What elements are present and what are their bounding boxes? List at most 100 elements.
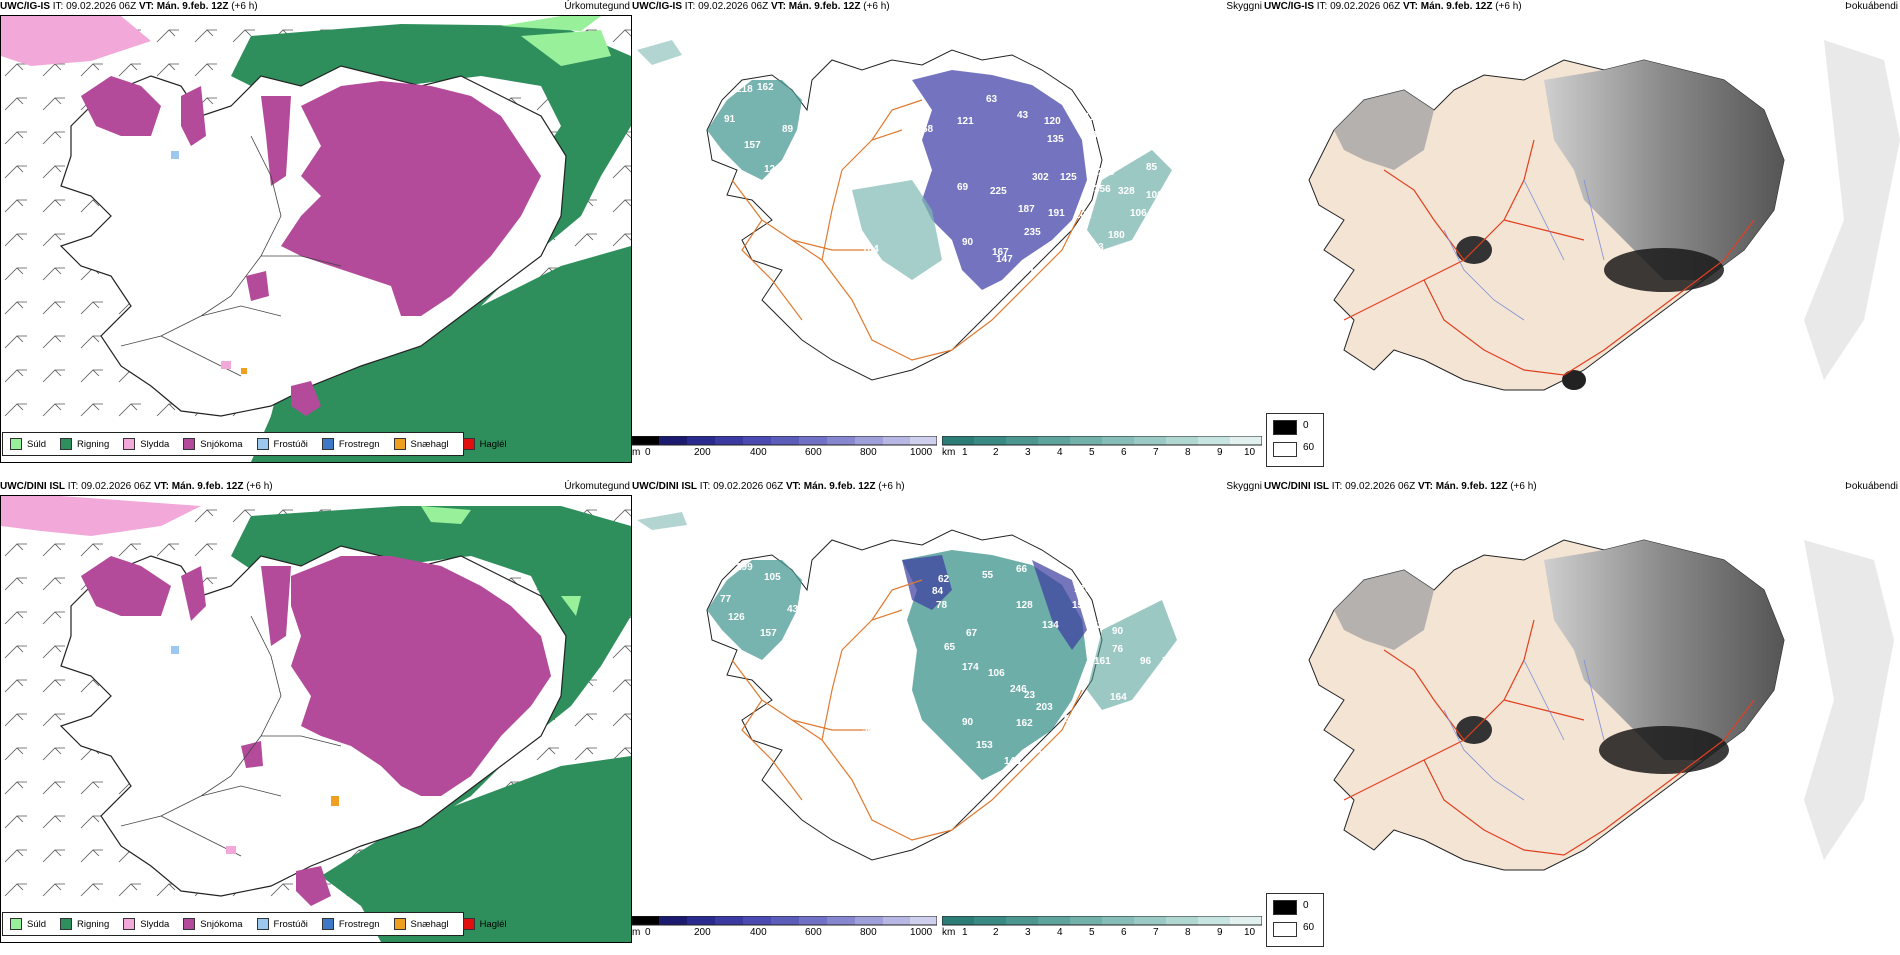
roads: [120, 615, 342, 857]
depth-label: 161: [1094, 656, 1111, 667]
legend-label: 60: [1303, 922, 1315, 933]
lead-time: (+6 h): [1495, 1, 1522, 12]
depth-label: 157: [1072, 600, 1089, 611]
height-colorbar: m 0 200 400 600 800 1000: [632, 916, 937, 942]
panel-title: Skyggni: [1226, 481, 1262, 492]
it-value: 09.02.2026 06Z: [1345, 481, 1416, 492]
colorbar-tick: 9: [1217, 447, 1223, 458]
depth-label: 90: [962, 717, 974, 728]
colorbar-tick: 8: [1185, 447, 1191, 458]
height-colorbar-ramp: [632, 916, 937, 926]
depth-label: 74: [1122, 104, 1134, 115]
forecast-row-dini: UWC/DINI ISL IT: 09.02.2026 06Z VT: Mán.…: [0, 480, 1900, 955]
lead-time: (+6 h): [231, 1, 258, 12]
legend-item: Frostregn: [321, 438, 380, 450]
lead-time: (+6 h): [246, 481, 273, 492]
legend-swatch: [10, 918, 22, 930]
freezing-drizzle-patch: [171, 151, 179, 159]
legend-label: Frostúði: [273, 438, 308, 450]
colorbar-tick: 2: [993, 447, 999, 458]
depth-label: 509: [1060, 294, 1077, 305]
vt-value: Mán. 9.feb. 12Z: [156, 1, 229, 12]
legend-item: Haglél: [462, 918, 507, 930]
depth-label: 157: [760, 628, 777, 639]
depth-label: 62: [1160, 224, 1172, 235]
visibility-map: 128 199 105 77 126 157 77 43 94 90 153 1…: [637, 512, 1177, 883]
legend-item: Slydda: [123, 918, 169, 930]
legend-item: Súld: [10, 438, 46, 450]
legend-label: Snæhagl: [410, 918, 449, 930]
legend-swatch: [10, 438, 22, 450]
fog-teal-offshore: [1087, 600, 1177, 710]
colorbar-tick: 200: [694, 447, 711, 458]
depth-label: 168: [1140, 232, 1157, 243]
legend-swatch: [123, 918, 136, 930]
legend-label: Snjókoma: [200, 918, 243, 930]
depth-label: 167: [992, 247, 1009, 258]
snow-patch-south: [241, 741, 331, 906]
depth-label: 110: [1108, 740, 1125, 751]
colorbar-tick: 7: [1153, 927, 1159, 938]
panel-header: UWC/IG-IS IT: 09.02.2026 06Z VT: Mán. 9.…: [1264, 0, 1900, 14]
fog-core: [1604, 248, 1724, 292]
legend-label: Súld: [27, 918, 47, 930]
vt-value: Mán. 9.feb. 12Z: [171, 481, 244, 492]
visibility-panel: UWC/IG-IS IT: 09.02.2026 06Z VT: Mán. 9.…: [632, 0, 1264, 475]
legend-label: 0: [1303, 900, 1309, 911]
snow-depth-east: [902, 550, 1087, 780]
legend-item: Frostúði: [256, 918, 308, 930]
it-label: IT:: [684, 1, 696, 12]
vt-value: Mán. 9.feb. 12Z: [1420, 1, 1493, 12]
depth-label: 89: [1124, 146, 1136, 157]
legend-item: Snæhagl: [393, 438, 449, 450]
depth-label: 78: [1118, 604, 1130, 615]
panel-title: Þokuábendi: [1845, 1, 1898, 12]
fog-index-panel: UWC/IG-IS IT: 09.02.2026 06Z VT: Mán. 9.…: [1264, 0, 1900, 475]
height-colorbar: m 0 200 400 600 800 1000: [632, 436, 937, 462]
depth-label: 210: [1098, 167, 1115, 178]
depth-label: 302: [1032, 172, 1049, 183]
colorbar-tick: 3: [1025, 447, 1031, 458]
legend-label: Frostúði: [273, 918, 308, 930]
depth-label: 55: [982, 570, 994, 581]
snow-depth-labels: 128 199 105 77 126 157 77 43 94 90 153 1…: [712, 554, 1174, 883]
snow-depth-blue: [902, 555, 1087, 650]
visibility-colorbar: km 1 2 3 4 5 6 7 8 9 10: [942, 436, 1262, 462]
depth-label: 218: [736, 84, 753, 95]
colorbar-tick: 800: [860, 927, 877, 938]
fog-high-west: [1334, 90, 1434, 170]
it-label: IT:: [699, 481, 711, 492]
depth-label: 120: [1044, 116, 1061, 127]
snow-patch-south: [246, 271, 321, 416]
vt-value: Mán. 9.feb. 12Z: [1435, 481, 1508, 492]
colorbar-tick: 1: [962, 447, 968, 458]
legend-label: 0: [1303, 420, 1309, 431]
legend-label: Frostregn: [338, 438, 380, 450]
teal-plateau: [852, 180, 942, 280]
lead-time: (+6 h): [878, 481, 905, 492]
vt-label: VT:: [770, 1, 786, 12]
visibility-map: 188 218 162 91 89 157 95 71 128 104 90 1…: [637, 40, 1172, 401]
roads: [120, 135, 342, 377]
depth-label: 128: [1016, 600, 1033, 611]
teal-patch-nw: [637, 512, 687, 530]
rivers: [1443, 179, 1605, 321]
legend-label: Rigning: [77, 918, 110, 930]
legend-swatch: [462, 918, 475, 930]
colorbar-tick: 9: [1217, 927, 1223, 938]
depth-label: 125: [1148, 688, 1165, 699]
vt-value: Mán. 9.feb. 12Z: [803, 481, 876, 492]
roads: [731, 579, 1083, 841]
it-label: IT:: [52, 1, 64, 12]
depth-label: 43: [787, 604, 799, 615]
depth-label: 191: [1048, 208, 1065, 219]
depth-label: 122: [1086, 620, 1103, 631]
colorbar-tick: 6: [1121, 927, 1127, 938]
colorbar-unit: km: [942, 447, 956, 458]
colorbar-tick: 1000: [910, 447, 933, 458]
panel-title: Úrkomutegund: [564, 481, 630, 492]
depth-label: 864: [1062, 792, 1079, 803]
precip-legend: Súld Rigning Slydda Snjókoma Frostúði Fr…: [2, 432, 507, 456]
depth-label: 188: [714, 84, 731, 95]
depth-label: 958: [1086, 290, 1103, 301]
